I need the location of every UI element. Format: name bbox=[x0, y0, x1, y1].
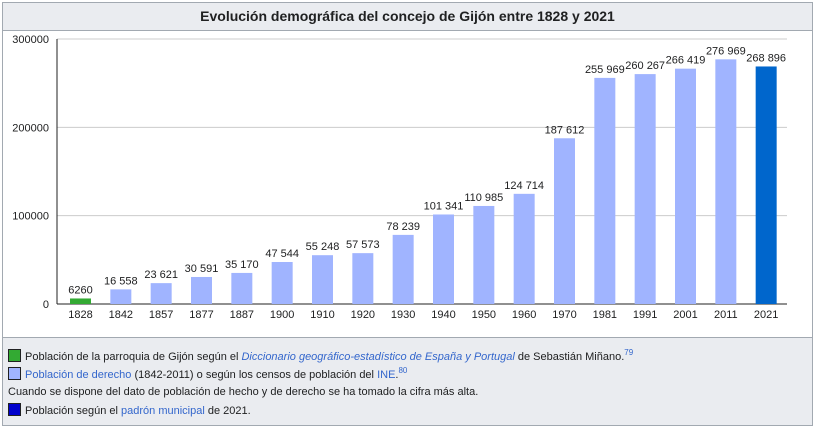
bar-1900 bbox=[271, 262, 293, 304]
data-label: 23 621 bbox=[144, 269, 178, 281]
bar-1877 bbox=[191, 276, 212, 304]
chart-area: 0 100000 200000 300000 6260 1828 16 558 1842 23 … bbox=[3, 31, 812, 336]
legend-item-miñano: Población de la parroquia de Gijón según… bbox=[8, 349, 633, 365]
data-label: 124 714 bbox=[504, 180, 544, 192]
bar-1930 bbox=[392, 234, 414, 304]
x-tick-label: 1828 bbox=[68, 309, 92, 321]
x-tick-label: 1910 bbox=[310, 309, 334, 321]
data-label: 35 170 bbox=[225, 259, 259, 271]
diccionario-link[interactable]: Diccionario geográfico-estadístico de Es… bbox=[241, 351, 515, 363]
bar-2011 bbox=[715, 59, 737, 304]
bar-1970 bbox=[554, 138, 575, 304]
x-tick-label: 1940 bbox=[431, 309, 455, 321]
x-tick-label: 1950 bbox=[472, 309, 496, 321]
legend-swatch-light-blue bbox=[8, 367, 21, 380]
bar-1910 bbox=[312, 255, 333, 304]
x-tick-label: 1920 bbox=[351, 309, 375, 321]
y-tick-label: 100000 bbox=[12, 211, 49, 223]
x-tick-label: 1960 bbox=[512, 309, 536, 321]
data-label: 55 248 bbox=[306, 241, 340, 253]
bar-1857 bbox=[150, 283, 172, 304]
x-tick-label: 1857 bbox=[149, 309, 173, 321]
bar-1940 bbox=[433, 214, 454, 304]
bar-chart: 0 100000 200000 300000 6260 1828 16 558 1842 23 … bbox=[12, 34, 787, 321]
legend: Población de la parroquia de Gijón según… bbox=[3, 337, 812, 425]
legend-item-padron: Población según el padrón municipal de 2… bbox=[8, 403, 251, 419]
bar-1887 bbox=[231, 272, 253, 304]
padron-municipal-link[interactable]: padrón municipal bbox=[121, 405, 205, 417]
x-tick-label: 1991 bbox=[633, 309, 657, 321]
data-label: 57 573 bbox=[346, 239, 380, 251]
bar-1960 bbox=[513, 193, 535, 304]
y-tick-label: 200000 bbox=[12, 122, 49, 134]
data-label: 30 591 bbox=[185, 263, 219, 275]
legend-note: Cuando se dispone del dato de población … bbox=[8, 386, 479, 398]
x-tick-label: 2021 bbox=[754, 309, 778, 321]
data-label: 260 267 bbox=[625, 60, 665, 72]
legend-text: (1842-2011) o según los censos de poblac… bbox=[131, 369, 378, 381]
legend-swatch-blue bbox=[8, 403, 21, 416]
legend-swatch-green bbox=[8, 349, 21, 362]
reference-link[interactable]: 79 bbox=[624, 348, 634, 357]
legend-text: Población según el bbox=[25, 405, 122, 417]
x-tick-label: 1900 bbox=[270, 309, 294, 321]
bar-1920 bbox=[352, 253, 374, 304]
x-tick-label: 1842 bbox=[109, 309, 133, 321]
x-tick-label: 1887 bbox=[230, 309, 254, 321]
y-tick-label: 300000 bbox=[12, 34, 49, 46]
bar-1842 bbox=[110, 289, 132, 304]
legend-text: de 2021. bbox=[204, 405, 251, 417]
x-tick-label: 1930 bbox=[391, 309, 415, 321]
data-label: 266 419 bbox=[666, 55, 706, 67]
data-label: 78 239 bbox=[386, 221, 420, 233]
legend-text: . bbox=[395, 369, 399, 381]
data-label: 268 896 bbox=[746, 52, 786, 64]
data-label: 187 612 bbox=[545, 124, 585, 136]
bar-2021 bbox=[755, 66, 777, 304]
x-tick-label: 2011 bbox=[714, 309, 738, 321]
y-tick-label: 0 bbox=[43, 299, 49, 311]
data-label: 6260 bbox=[68, 284, 92, 296]
data-label: 16 558 bbox=[104, 275, 138, 287]
legend-text: de Sebastián Miñano. bbox=[514, 351, 625, 363]
bar-2001 bbox=[675, 68, 696, 305]
bar-1828 bbox=[70, 298, 91, 304]
x-tick-label: 2001 bbox=[673, 309, 697, 321]
x-tick-label: 1981 bbox=[593, 309, 617, 321]
legend-text: Población de la parroquia de Gijón según… bbox=[25, 351, 242, 363]
bar-1991 bbox=[634, 74, 656, 304]
legend-item-derecho: Población de derecho (1842-2011) o según… bbox=[8, 367, 407, 383]
bar-1950 bbox=[473, 205, 495, 304]
data-label: 110 985 bbox=[464, 192, 503, 204]
data-label: 47 544 bbox=[265, 248, 299, 260]
x-tick-label: 1877 bbox=[189, 309, 213, 321]
data-label: 276 969 bbox=[706, 45, 746, 57]
x-tick-label: 1970 bbox=[552, 309, 576, 321]
chart-title: Evolución demográfica del concejo de Gij… bbox=[3, 3, 812, 31]
data-label: 101 341 bbox=[424, 200, 464, 212]
bar-1981 bbox=[594, 77, 616, 305]
ine-link[interactable]: INE bbox=[377, 369, 396, 381]
data-label: 255 969 bbox=[585, 64, 625, 76]
chart-frame: Evolución demográfica del concejo de Gij… bbox=[2, 2, 813, 426]
reference-link[interactable]: 80 bbox=[398, 366, 408, 375]
poblacion-derecho-link[interactable]: Población de derecho bbox=[25, 369, 132, 381]
